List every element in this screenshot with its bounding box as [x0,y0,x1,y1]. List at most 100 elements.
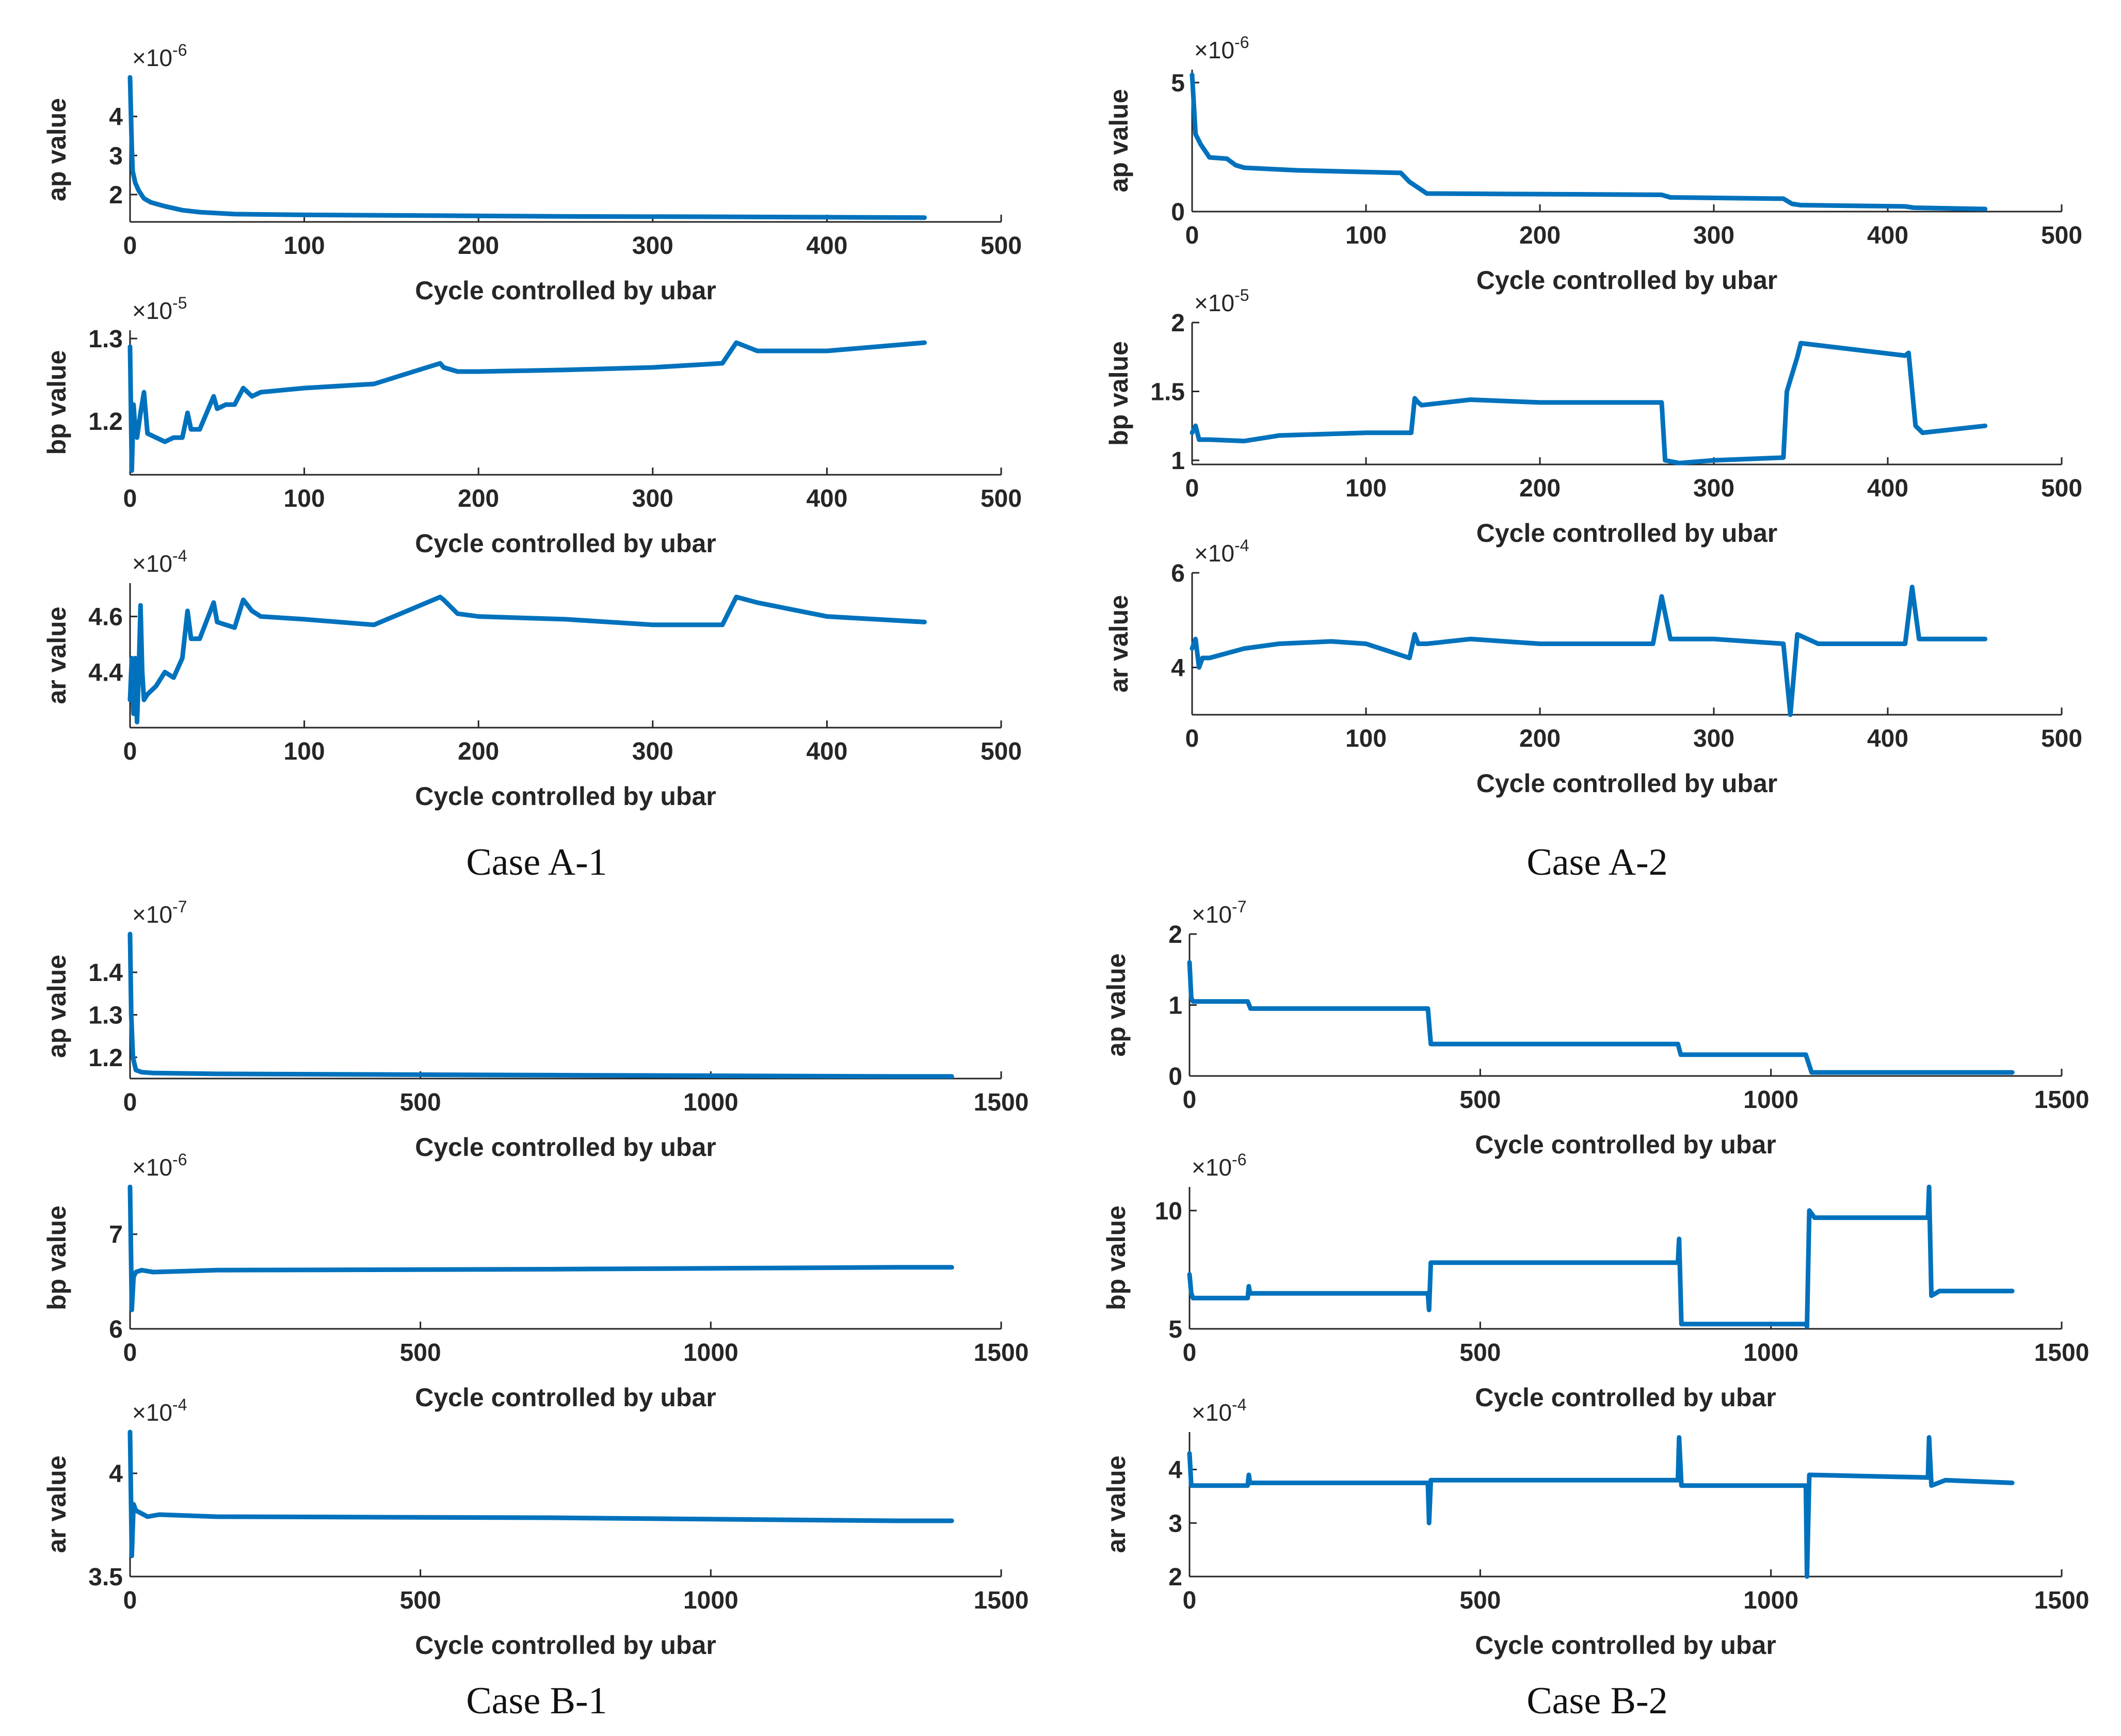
y-tick-label: 3.5 [88,1564,123,1591]
axis-exponent: ×10-4 [132,546,187,577]
x-tick-label: 200 [458,738,499,765]
y-tick-label: 0 [1168,1063,1182,1090]
y-tick-label: 4 [1171,654,1185,682]
x-tick-label: 500 [2041,475,2082,502]
x-tick-label: 400 [1867,725,1908,752]
y-tick-label: 1.4 [88,959,123,987]
x-tick-label: 1500 [974,1587,1029,1614]
x-tick-label: 300 [632,738,673,765]
y-tick-label: 7 [109,1221,123,1249]
y-tick-label: 2 [1168,921,1182,949]
y-tick-label: 2 [1168,1564,1182,1591]
x-tick-label: 0 [1183,1587,1197,1614]
x-tick-label: 0 [123,1339,137,1367]
chart-A2-ap: 0 100 200 300 400 500 0 5 ×10-6 Cycle controlled … [1104,33,2082,295]
x-tick-label: 1500 [2034,1587,2090,1614]
x-axis-label: Cycle controlled by ubar [1475,1631,1776,1660]
axis-exponent: ×10-7 [132,897,187,928]
x-tick-label: 0 [123,738,137,765]
x-tick-label: 0 [123,1587,137,1614]
x-tick-label: 1500 [2034,1086,2090,1114]
x-tick-label: 500 [2041,725,2082,752]
series-line-ar [1190,585,1988,717]
x-axis-label: Cycle controlled by ubar [1475,1383,1776,1412]
y-tick-label: 2 [109,182,123,209]
series-line-bp [1190,341,1988,465]
x-tick-label: 100 [284,738,325,765]
series-line-bp [1187,1184,2015,1329]
y-tick-label: 1.5 [1150,378,1185,406]
x-tick-label: 100 [284,485,325,512]
y-axis-label: ar value [1102,1455,1131,1553]
x-tick-label: 1000 [683,1339,738,1367]
x-tick-label: 1500 [974,1089,1029,1116]
x-tick-label: 1000 [1743,1587,1798,1614]
x-tick-label: 500 [1459,1339,1501,1367]
x-tick-label: 400 [806,485,847,512]
x-tick-label: 0 [1183,1086,1197,1114]
y-axis-label: ap value [42,955,71,1058]
x-axis-label: Cycle controlled by ubar [415,1383,716,1412]
axis-exponent: ×10-6 [132,41,187,71]
x-tick-label: 500 [2041,222,2082,249]
x-tick-label: 1000 [683,1089,738,1116]
axis-exponent: ×10-4 [1192,1395,1246,1426]
series-line-ar [1187,1435,2015,1579]
series-line-bp [127,1184,954,1312]
chart-A2-bp: 0 100 200 300 400 500 1 1.5 2 ×10-5 Cycle controll… [1104,286,2082,548]
axis-exponent: ×10-6 [132,1150,187,1181]
x-tick-label: 0 [123,485,137,512]
y-tick-label: 5 [1171,70,1185,97]
chart-A1-ar: 0 100 200 300 400 500 4.4 4.6 ×10-4 Cycle control… [42,546,1022,811]
x-tick-label: 0 [1185,475,1199,502]
x-tick-label: 1500 [974,1339,1029,1367]
x-tick-label: 100 [1345,725,1387,752]
x-tick-label: 500 [981,738,1022,765]
y-tick-label: 1.2 [88,408,123,436]
x-tick-label: 500 [400,1339,441,1367]
axis-exponent: ×10-6 [1192,1150,1246,1181]
series-line-ap [1190,72,1988,212]
x-axis-label: Cycle controlled by ubar [415,529,716,558]
caption-case-a2: Case A-2 [1527,841,1667,883]
chart-B2-ar: 0 500 1000 1500 2 3 4 ×10-4 Cycle controlled by … [1102,1395,2089,1660]
x-tick-label: 100 [1345,475,1387,502]
x-axis-label: Cycle controlled by ubar [415,1133,716,1162]
y-tick-label: 1.3 [88,326,123,353]
chart-A2-ar: 0 100 200 300 400 500 4 6 ×10-4 Cycle controlled … [1104,536,2082,798]
x-tick-label: 200 [458,485,499,512]
chart-B1-ap: 0 500 1000 1500 1.2 1.3 1.4 ×10-7 Cycle controll… [42,897,1029,1162]
x-axis-label: Cycle controlled by ubar [1475,1130,1776,1159]
x-tick-label: 300 [632,232,673,260]
x-tick-label: 0 [1185,222,1199,249]
x-tick-label: 500 [400,1089,441,1116]
x-tick-label: 1000 [1743,1086,1798,1114]
x-tick-label: 0 [1183,1339,1197,1367]
series-line-ap [127,75,927,220]
x-tick-label: 300 [632,485,673,512]
y-tick-label: 1.2 [88,1044,123,1072]
y-tick-label: 4 [109,104,123,131]
caption-case-a1: Case A-1 [466,841,607,883]
x-tick-label: 400 [1867,475,1908,502]
axis-exponent: ×10-5 [132,294,187,324]
x-axis-label: Cycle controlled by ubar [1476,266,1777,295]
y-tick-label: 10 [1155,1198,1182,1225]
y-tick-label: 0 [1171,199,1185,226]
x-tick-label: 500 [400,1587,441,1614]
series-line-ar [127,1429,954,1558]
series-line-ap [127,931,954,1079]
series-line-bp [127,340,927,473]
chart-B1-bp: 0 500 1000 1500 6 7 ×10-6 Cycle controlled by u… [42,1150,1029,1412]
x-tick-label: 0 [123,232,137,260]
x-tick-label: 500 [1459,1587,1501,1614]
x-tick-label: 0 [1185,725,1199,752]
x-tick-label: 400 [806,738,847,765]
y-tick-label: 1 [1168,992,1182,1020]
y-tick-label: 4.6 [88,604,123,631]
x-tick-label: 200 [1519,725,1561,752]
x-tick-label: 200 [458,232,499,260]
y-axis-label: bp value [1104,341,1133,446]
axis-exponent: ×10-6 [1194,33,1249,63]
